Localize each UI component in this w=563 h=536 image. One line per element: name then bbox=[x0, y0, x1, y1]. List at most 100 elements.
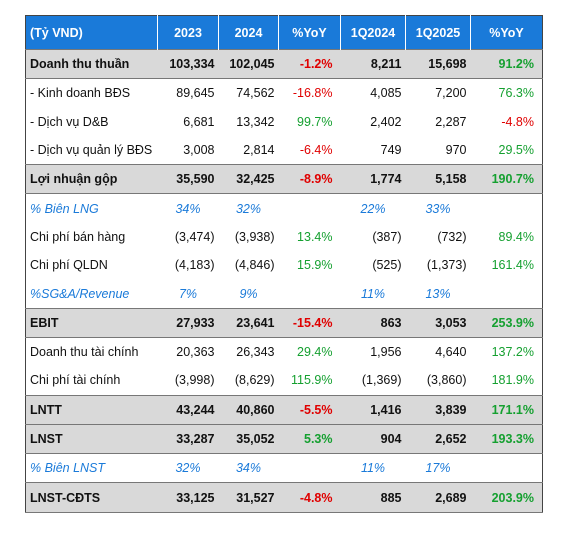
table-row: Lợi nhuận gộp 35,590 32,425 -8.9% 1,774 5,158… bbox=[25, 164, 543, 195]
cell: 115.9% bbox=[291, 373, 333, 388]
row-label: Chi phí bán hàng bbox=[30, 229, 126, 244]
row-label: EBIT bbox=[25, 307, 158, 338]
cell: 253.9% bbox=[470, 307, 543, 338]
cell: (1,373) bbox=[426, 258, 467, 273]
cell: -1.2% bbox=[278, 48, 341, 80]
cell: 1,416 bbox=[340, 394, 406, 425]
cell: 193.3% bbox=[470, 423, 543, 455]
table-row: LNTT 43,244 40,860 -5.5% 1,416 3,839 171.1% bbox=[25, 394, 543, 425]
cell: 203.9% bbox=[470, 482, 543, 513]
cell: 4,085 bbox=[370, 86, 402, 101]
header-cell: (Tỷ VND) bbox=[25, 15, 158, 50]
cell: 43,244 bbox=[157, 394, 219, 425]
cell: 2,689 bbox=[405, 482, 471, 513]
cell: 15,698 bbox=[405, 48, 471, 80]
cell: 33,287 bbox=[157, 423, 219, 455]
row-label: LNST-CĐTS bbox=[25, 482, 158, 513]
cell: 33% bbox=[425, 201, 451, 216]
cell: 7,200 bbox=[435, 86, 467, 101]
cell: 40,860 bbox=[218, 394, 279, 425]
table-row: Doanh thu thuần 103,334 102,045 -1.2% 8,211 1… bbox=[25, 48, 543, 80]
cell: 1,774 bbox=[340, 164, 406, 195]
cell: 6,681 bbox=[183, 114, 215, 129]
header-cell: 1Q2025 bbox=[405, 15, 471, 50]
row-label: Chi phí QLDN bbox=[30, 258, 108, 273]
cell: 11% bbox=[360, 461, 386, 476]
cell bbox=[279, 454, 341, 483]
table-row: LNST 33,287 35,052 5.3% 904 2,652 193.3% bbox=[25, 423, 543, 455]
cell: 31,527 bbox=[218, 482, 279, 513]
table-row: - Dịch vụ quản lý BĐS 3,008 2,814 -6.4% 749 9… bbox=[26, 136, 543, 165]
cell: 2,287 bbox=[435, 114, 467, 129]
header-cell: 1Q2024 bbox=[340, 15, 406, 50]
cell: 171.1% bbox=[470, 394, 543, 425]
cell: 11% bbox=[360, 286, 386, 301]
header-cell: 2023 bbox=[157, 15, 219, 50]
cell: 904 bbox=[340, 423, 406, 455]
cell: 74,562 bbox=[236, 86, 275, 101]
cell: 190.7% bbox=[470, 164, 543, 195]
cell: 20,363 bbox=[176, 345, 215, 360]
cell: 885 bbox=[340, 482, 406, 513]
table-row: - Dịch vụ D&B 6,681 13,342 99.7% 2,402 2,287 -… bbox=[26, 108, 543, 136]
cell bbox=[471, 279, 543, 308]
cell: 5.3% bbox=[278, 423, 341, 455]
cell: 32% bbox=[235, 201, 262, 216]
cell: 102,045 bbox=[218, 48, 279, 80]
cell: (387) bbox=[372, 229, 402, 244]
cell: 22% bbox=[360, 201, 386, 216]
table-row: - Kinh doanh BĐS 89,645 74,562 -16.8% 4,085 7… bbox=[26, 79, 543, 108]
cell bbox=[471, 454, 543, 483]
cell: 34% bbox=[175, 201, 201, 216]
header-cell: %YoY bbox=[470, 15, 543, 50]
table-row: % Biên LNG 34% 32% 22% 33% bbox=[26, 194, 543, 223]
cell: 137.2% bbox=[491, 345, 534, 360]
cell: 103,334 bbox=[157, 48, 219, 80]
cell: -16.8% bbox=[292, 86, 333, 101]
cell: 15.9% bbox=[297, 258, 333, 273]
cell: 4,640 bbox=[435, 345, 467, 360]
table-row: % Biên LNST 32% 34% 11% 17% bbox=[26, 454, 543, 483]
table-row: LNST-CĐTS 33,125 31,527 -4.8% 885 2,689 203.9% bbox=[25, 482, 543, 513]
cell: 23,641 bbox=[218, 307, 279, 338]
cell: 3,008 bbox=[183, 143, 215, 158]
cell: -6.4% bbox=[299, 143, 333, 158]
cell: 76.3% bbox=[498, 86, 534, 101]
table-body: Doanh thu thuần 103,334 102,045 -1.2% 8,211 1… bbox=[25, 48, 543, 513]
cell bbox=[279, 194, 341, 223]
cell: 34% bbox=[235, 461, 262, 476]
cell: 91.2% bbox=[470, 48, 543, 80]
cell: 970 bbox=[445, 143, 467, 158]
cell: 7% bbox=[178, 286, 198, 301]
cell: (1,369) bbox=[361, 373, 402, 388]
table-row: %SG&A/Revenue 7% 9% 11% 13% bbox=[26, 279, 543, 308]
row-label: LNTT bbox=[25, 394, 158, 425]
cell: 2,652 bbox=[405, 423, 471, 455]
cell: -15.4% bbox=[278, 307, 341, 338]
cell: 35,590 bbox=[157, 164, 219, 195]
cell: 32,425 bbox=[218, 164, 279, 195]
cell: 3,053 bbox=[405, 307, 471, 338]
cell: 2,402 bbox=[370, 114, 402, 129]
cell: 13,342 bbox=[236, 114, 275, 129]
cell: 26,343 bbox=[236, 345, 275, 360]
cell: 99.7% bbox=[297, 114, 333, 129]
cell: 2,814 bbox=[243, 143, 275, 158]
cell: 181.9% bbox=[491, 373, 534, 388]
cell bbox=[471, 194, 543, 223]
row-label: - Kinh doanh BĐS bbox=[30, 86, 131, 101]
cell bbox=[279, 279, 341, 308]
cell: 1,956 bbox=[370, 345, 402, 360]
row-label: % Biên LNST bbox=[30, 461, 106, 476]
row-label: Chi phí tài chính bbox=[30, 373, 121, 388]
cell: (3,938) bbox=[234, 229, 275, 244]
row-label: Doanh thu thuần bbox=[25, 48, 158, 80]
table-row: Chi phí QLDN (4,183) (4,846) 15.9% (525) (1,3… bbox=[26, 251, 543, 279]
cell: (3,860) bbox=[426, 373, 467, 388]
header-cell: %YoY bbox=[278, 15, 341, 50]
cell: 29.4% bbox=[297, 345, 333, 360]
row-label: % Biên LNG bbox=[30, 201, 99, 216]
cell: (3,474) bbox=[174, 229, 215, 244]
header-row: (Tỷ VND) 2023 2024 %YoY 1Q2024 1Q2025 %YoY bbox=[25, 15, 543, 50]
cell: -4.8% bbox=[501, 114, 534, 129]
